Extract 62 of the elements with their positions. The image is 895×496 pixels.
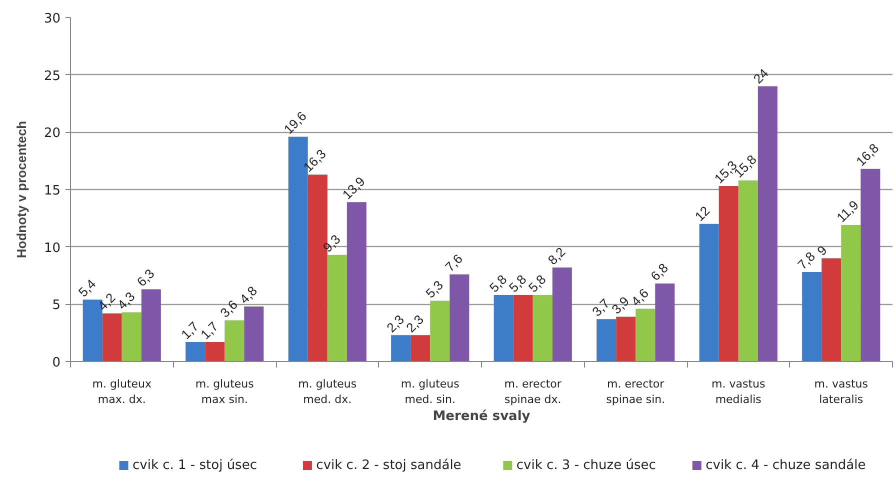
data-label: 16,8 <box>853 140 882 169</box>
bar <box>699 224 719 362</box>
x-tick-label: m. vastus medialis <box>712 378 766 406</box>
data-label: 6,3 <box>134 266 158 290</box>
data-label: 19,6 <box>280 108 310 137</box>
data-label: 9,3 <box>320 232 344 255</box>
bar <box>494 294 514 362</box>
bar <box>430 300 450 362</box>
legend-label: cvik c. 2 - stoj sandále <box>316 458 462 473</box>
bar <box>346 202 366 362</box>
data-label: 24 <box>750 66 772 86</box>
legend-label: cvik c. 4 - chuze sandále <box>706 458 866 473</box>
bar <box>655 284 675 362</box>
data-label: 5,3 <box>422 277 446 301</box>
bar <box>718 186 738 362</box>
y-tick-label: 30 <box>44 12 61 26</box>
bar <box>410 335 430 362</box>
data-label: 8,2 <box>544 244 568 268</box>
y-tick-label: 0 <box>52 356 61 370</box>
bar <box>186 342 206 362</box>
legend-label: cvik c. 1 - stoj úsec <box>132 458 257 473</box>
x-tick-label: m. gluteus med. dx. <box>298 378 357 406</box>
x-tick-label: m. gluteux max. dx. <box>92 378 152 406</box>
bar <box>224 320 244 362</box>
data-label: 6,8 <box>648 260 672 284</box>
bar <box>391 335 411 362</box>
y-tick-label: 15 <box>44 184 61 198</box>
bar <box>860 168 880 362</box>
bar <box>552 267 572 362</box>
legend-label: cvik c. 3 - chuze úsec <box>516 458 656 473</box>
bar <box>327 254 347 362</box>
bar <box>244 306 264 362</box>
x-tick-label: m. erector spinae sin. <box>606 378 666 406</box>
data-label: 12 <box>692 203 713 224</box>
bar <box>102 313 122 362</box>
bar <box>738 180 758 362</box>
bar <box>616 316 636 362</box>
bar <box>636 308 656 362</box>
bar <box>822 258 842 362</box>
y-tick-label: 25 <box>44 68 61 84</box>
bar <box>205 342 225 362</box>
bar <box>513 294 533 362</box>
data-label: 13,9 <box>339 174 368 202</box>
x-tick-label: m. erector spinae dx. <box>504 378 562 406</box>
bar <box>532 294 552 362</box>
bar <box>141 289 161 362</box>
bar <box>802 272 822 362</box>
bar <box>122 312 142 362</box>
bar <box>758 86 778 362</box>
x-tick-label: m. gluteus max sin. <box>195 378 254 406</box>
y-tick-label: 5 <box>52 298 61 314</box>
bar <box>596 319 616 362</box>
x-tick-label: m. vastus lateralis <box>814 378 868 406</box>
bar <box>841 225 861 362</box>
y-axis-title: Hodnoty v procentech <box>14 120 29 258</box>
bar <box>450 274 470 362</box>
data-label: 7,6 <box>442 251 466 274</box>
y-tick-label: 20 <box>44 126 61 142</box>
data-label: 11,9 <box>834 197 862 226</box>
x-axis-title: Merené svaly <box>432 409 531 424</box>
y-tick-label: 10 <box>44 240 61 256</box>
x-tick-label: m. gluteus med. sin. <box>400 378 460 406</box>
